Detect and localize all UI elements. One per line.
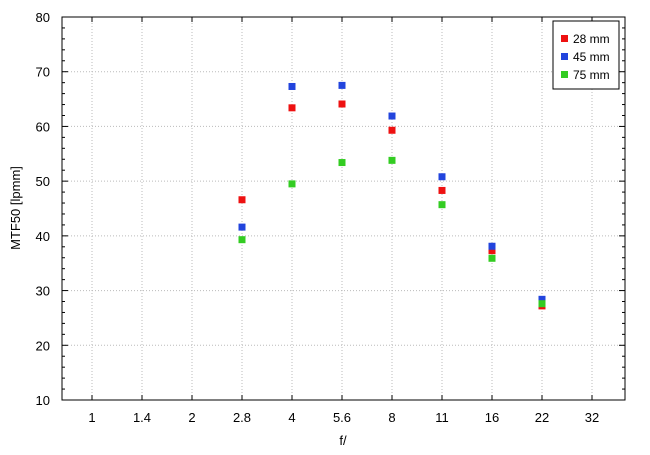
- y-tick-label: 80: [36, 10, 50, 25]
- axis-ticks: [62, 16, 625, 401]
- point-series-0: [238, 196, 246, 204]
- x-tick-label: 2: [188, 410, 195, 425]
- point-series-2: [388, 156, 396, 164]
- point-series-1: [388, 112, 396, 120]
- y-tick-labels: 10 20 30 40 50 60 70 80: [36, 10, 50, 408]
- y-tick-label: 10: [36, 393, 50, 408]
- x-tick-label: 1.4: [133, 410, 151, 425]
- point-series-2: [438, 201, 446, 209]
- point-series-0: [488, 247, 496, 255]
- y-tick-label: 40: [36, 229, 50, 244]
- point-series-2: [488, 254, 496, 262]
- x-tick-label: 4: [288, 410, 295, 425]
- y-tick-label: 30: [36, 284, 50, 299]
- plot-frame: [61, 16, 626, 401]
- x-tick-label: 2.8: [233, 410, 251, 425]
- point-series-1: [238, 223, 246, 231]
- point-series-2: [288, 180, 296, 188]
- x-axis-title: f/: [339, 433, 347, 448]
- x-tick-label: 16: [485, 410, 499, 425]
- y-tick-label: 60: [36, 119, 50, 134]
- legend-label: 75 mm: [573, 68, 610, 82]
- point-series-2: [538, 300, 546, 308]
- point-series-2: [338, 159, 346, 167]
- point-series-0: [288, 104, 296, 112]
- point-series-0: [388, 126, 396, 134]
- legend-swatch: [561, 53, 568, 60]
- point-series-1: [338, 81, 346, 89]
- legend-swatch: [561, 35, 568, 42]
- point-series-1: [438, 173, 446, 181]
- x-tick-label: 5.6: [333, 410, 351, 425]
- point-series-0: [438, 186, 446, 194]
- grid-lines: [62, 17, 625, 400]
- x-tick-label: 11: [435, 410, 449, 425]
- legend-swatch: [561, 71, 568, 78]
- x-tick-label: 8: [388, 410, 395, 425]
- point-series-0: [338, 100, 346, 108]
- legend: 28 mm 45 mm 75 mm: [552, 20, 620, 90]
- x-tick-labels: 1 1.4 2 2.8 4 5.6 8 11 16 22 32: [88, 410, 599, 425]
- point-series-1: [288, 82, 296, 90]
- y-tick-label: 70: [36, 65, 50, 80]
- legend-label: 45 mm: [573, 50, 610, 64]
- point-series-2: [238, 236, 246, 244]
- legend-label: 28 mm: [573, 32, 610, 46]
- x-tick-label: 22: [535, 410, 549, 425]
- y-axis-title: MTF50 [lpmm]: [8, 166, 23, 250]
- y-tick-label: 20: [36, 338, 50, 353]
- point-series-1: [538, 295, 546, 303]
- point-series-1: [488, 242, 496, 250]
- x-tick-label: 1: [88, 410, 95, 425]
- y-tick-label: 50: [36, 174, 50, 189]
- legend-items: 28 mm 45 mm 75 mm: [561, 32, 610, 82]
- x-tick-label: 32: [585, 410, 599, 425]
- data-points: [238, 81, 546, 310]
